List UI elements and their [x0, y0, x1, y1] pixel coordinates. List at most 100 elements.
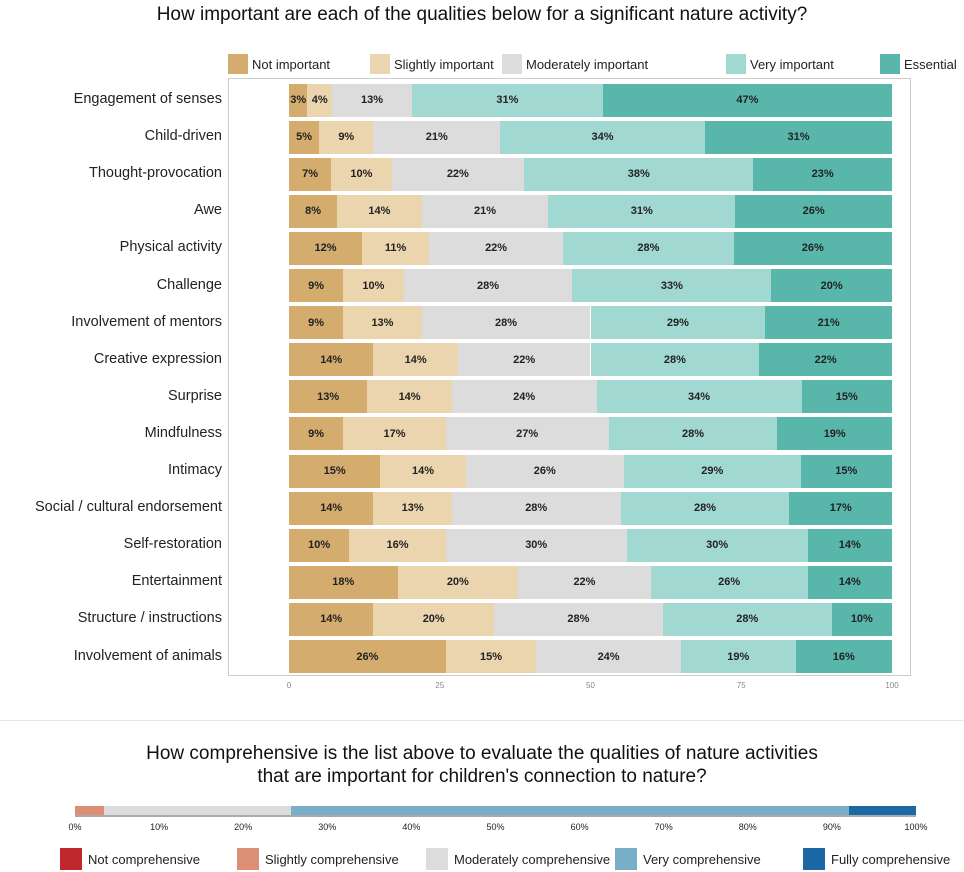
bar-segment: 15%	[445, 640, 537, 673]
category-label: Surprise	[168, 387, 222, 404]
x-tick-label: 25	[435, 681, 445, 690]
bar-segment: 16%	[349, 528, 446, 562]
bar-segment: 20%	[771, 269, 892, 302]
bar-segment: 13%	[373, 491, 452, 525]
bar-segment: 21%	[765, 306, 892, 340]
category-label: Physical activity	[119, 239, 222, 256]
bar-segment: 21%	[421, 194, 549, 228]
bar-segment: 26%	[735, 194, 892, 228]
category-label: Involvement of animals	[73, 647, 222, 664]
category-label: Child-driven	[144, 128, 222, 145]
bar-segment: 28%	[620, 491, 790, 525]
legend-item: Fully comprehensive	[803, 848, 950, 870]
bar-segment: 28%	[608, 417, 778, 451]
bar-segment: 10%	[831, 602, 892, 636]
bar-segment: 28%	[451, 491, 621, 525]
bar-segment: 27%	[445, 417, 609, 451]
bar-segment: 19%	[777, 417, 892, 451]
legend-swatch	[60, 848, 82, 870]
bar-segment: 22%	[429, 231, 564, 265]
bar-segment: 12%	[289, 231, 363, 265]
legend-label: Moderately important	[526, 56, 649, 72]
bar-segment: 31%	[548, 194, 736, 228]
bar-segment: 4%	[307, 83, 333, 117]
bar-segment: 10%	[343, 269, 404, 302]
bar-segment: 22%	[518, 565, 651, 599]
bar-segment: 38%	[524, 157, 754, 191]
bar-segment: 47%	[602, 83, 892, 117]
x-tick-label: 50	[586, 681, 595, 690]
bar-segment: 31%	[412, 83, 603, 117]
bar-track	[75, 815, 916, 817]
bar-segment: 11%	[362, 231, 430, 265]
bar-segment: 15%	[800, 454, 892, 488]
legend-swatch	[237, 848, 259, 870]
bar-segment: 30%	[626, 528, 808, 562]
legend-item: Slightly comprehensive	[237, 848, 399, 870]
x-tick-label: 0%	[68, 822, 82, 832]
bar-segment: 19%	[680, 640, 796, 673]
bar-segment: 10%	[289, 528, 350, 562]
legend-swatch	[880, 54, 900, 74]
legend-label: Slightly important	[394, 56, 494, 72]
category-label: Structure / instructions	[77, 610, 222, 627]
bar-segment: 8%	[289, 194, 338, 228]
bar-segment: 14%	[380, 454, 466, 488]
category-label: Mindfulness	[144, 424, 222, 441]
bar-segment: 28%	[421, 306, 591, 340]
bar-segment: 14%	[289, 491, 374, 525]
bar-segment: 18%	[289, 565, 398, 599]
bar-segment	[75, 806, 105, 815]
bar-segment: 14%	[373, 343, 458, 377]
x-tick-label: 50%	[486, 822, 505, 832]
x-tick-label: 60%	[570, 822, 589, 832]
bar-segment: 13%	[343, 306, 422, 340]
legend-swatch	[370, 54, 390, 74]
bar-segment: 22%	[759, 343, 892, 377]
divider	[0, 720, 964, 721]
bar-segment: 30%	[445, 528, 627, 562]
bar-segment: 28%	[403, 269, 573, 302]
bar-segment: 14%	[337, 194, 422, 228]
bar-segment: 9%	[289, 269, 344, 302]
x-tick-label: 70%	[654, 822, 673, 832]
x-tick-label: 90%	[822, 822, 841, 832]
category-label: Social / cultural endorsement	[35, 499, 222, 516]
chart-title: How important are each of the qualities …	[156, 4, 808, 25]
x-tick-label: 100%	[904, 822, 928, 832]
bar-segment: 14%	[289, 602, 374, 636]
legend-label: Very comprehensive	[643, 851, 761, 867]
bar-segment: 20%	[397, 565, 519, 599]
bar-segment: 15%	[801, 380, 892, 414]
legend-swatch	[426, 848, 448, 870]
bar-segment: 26%	[733, 231, 892, 265]
legend-swatch	[502, 54, 522, 74]
bar-segment: 23%	[753, 157, 892, 191]
x-tick-label: 80%	[738, 822, 757, 832]
category-label: Involvement of mentors	[71, 313, 222, 330]
legend-item: Moderately comprehensive	[426, 848, 610, 870]
bar-segment: 24%	[451, 380, 597, 414]
legend-swatch	[615, 848, 637, 870]
bar-segment: 3%	[289, 83, 308, 117]
plot-frame	[228, 78, 911, 676]
legend-label: Fully comprehensive	[831, 851, 951, 867]
legend-item: Very comprehensive	[615, 848, 761, 870]
legend-label: Moderately comprehensive	[454, 851, 611, 867]
bar-segment: 26%	[650, 565, 808, 599]
bar-segment: 9%	[289, 306, 344, 340]
bar-segment: 34%	[596, 380, 802, 414]
x-tick-label: 75	[736, 681, 746, 690]
legend-item: Very important	[726, 54, 834, 74]
legend-label: Very important	[750, 56, 834, 72]
category-label: Intimacy	[168, 462, 222, 478]
category-label: Self-restoration	[123, 536, 222, 553]
legend-item: Slightly important	[370, 54, 494, 74]
bar-segment: 17%	[343, 417, 446, 451]
legend-label: Essential	[904, 56, 957, 72]
title-line: How comprehensive is the list above to e…	[146, 743, 818, 764]
bar-segment: 28%	[563, 231, 734, 265]
bar-segment	[104, 806, 292, 815]
bar-segment: 9%	[319, 120, 374, 154]
bar-segment: 14%	[289, 343, 374, 377]
